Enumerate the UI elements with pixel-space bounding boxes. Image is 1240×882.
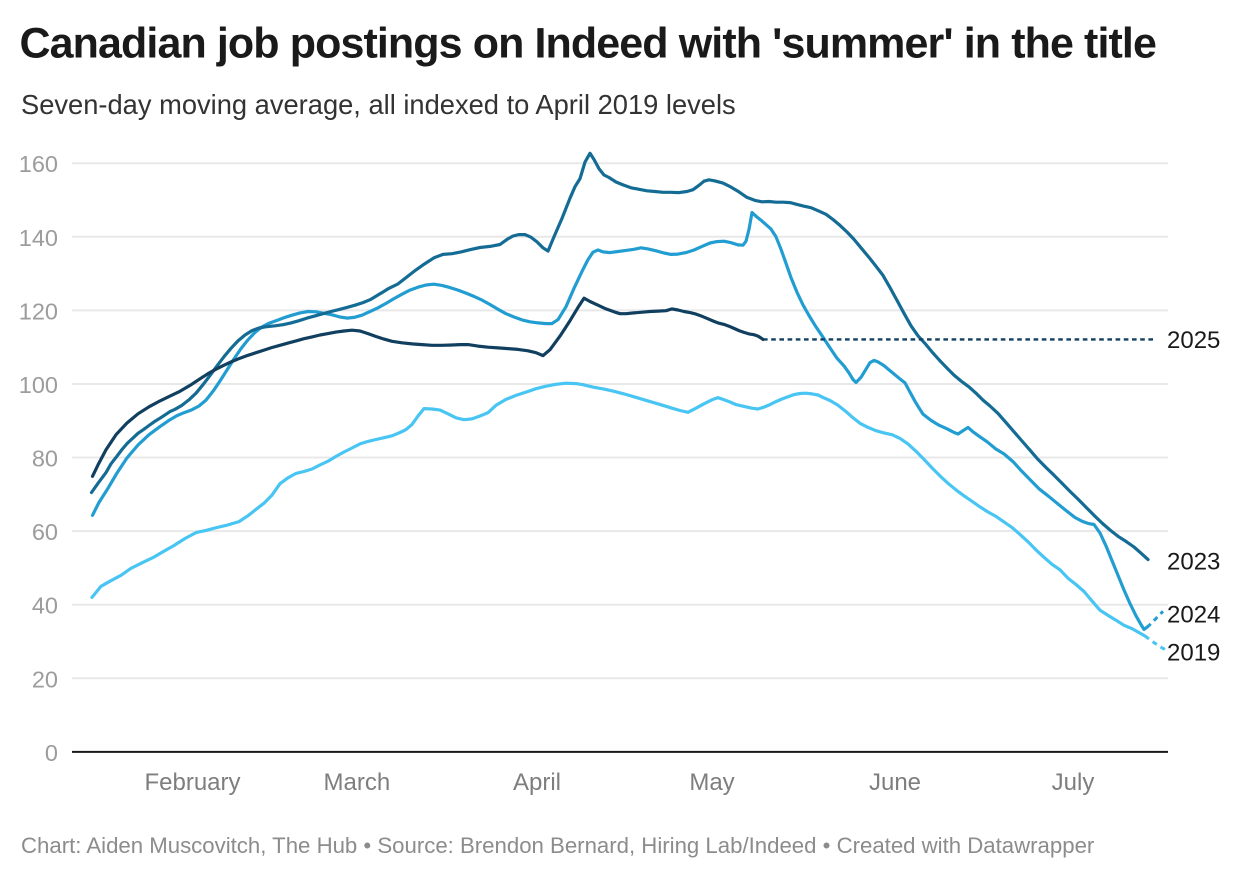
- svg-text:Canadian job postings on Indee: Canadian job postings on Indeed with 'su…: [20, 20, 1157, 68]
- svg-text:May: May: [689, 769, 734, 796]
- svg-text:2023: 2023: [1167, 549, 1220, 576]
- svg-text:Chart: Aiden Muscovitch, The H: Chart: Aiden Muscovitch, The Hub • Sourc…: [21, 833, 1095, 858]
- svg-text:2024: 2024: [1167, 602, 1220, 629]
- svg-text:0: 0: [45, 740, 58, 766]
- svg-text:120: 120: [19, 298, 58, 324]
- svg-text:60: 60: [32, 519, 58, 545]
- svg-text:20: 20: [32, 666, 58, 692]
- svg-text:February: February: [144, 769, 240, 796]
- svg-text:80: 80: [32, 446, 58, 472]
- svg-text:March: March: [324, 769, 391, 796]
- svg-text:2025: 2025: [1167, 327, 1220, 354]
- svg-text:40: 40: [32, 593, 58, 619]
- svg-text:160: 160: [19, 151, 58, 177]
- svg-text:Seven-day moving average, all: Seven-day moving average, all indexed to…: [21, 89, 736, 120]
- svg-text:April: April: [513, 769, 561, 796]
- svg-text:140: 140: [19, 225, 58, 251]
- svg-text:2019: 2019: [1167, 640, 1220, 667]
- svg-text:June: June: [869, 769, 921, 796]
- svg-text:100: 100: [19, 372, 58, 398]
- svg-text:July: July: [1052, 769, 1095, 796]
